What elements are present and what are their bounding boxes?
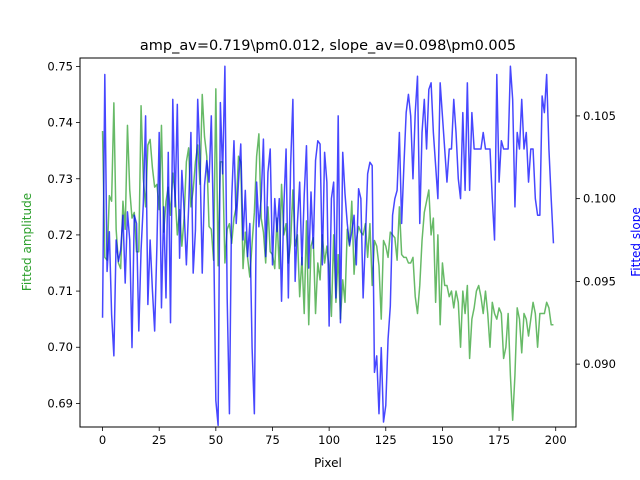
x-tick-label: 125 [375,433,397,447]
x-tick-label: 75 [265,433,280,447]
left-y-tick-label: 0.73 [47,172,73,186]
x-axis-label: Pixel [314,456,342,470]
x-tick-label: 200 [545,433,567,447]
right-y-tick-label: 0.105 [583,109,616,123]
plot-frame [79,57,577,428]
series-layer [101,65,555,427]
left-y-tick-label: 0.75 [47,59,73,73]
x-tick-label: 25 [152,433,167,447]
right-y-tick-label: 0.100 [583,192,616,206]
right-y-tick-label: 0.095 [583,274,616,288]
x-tick-label: 50 [209,433,224,447]
left-y-axis-label: Fitted amplitude [20,193,34,291]
right-y-tick-label: 0.090 [583,357,616,371]
left-y-tick-label: 0.72 [47,228,73,242]
left-y-axis-ticks: 0.69 0.70 0.71 0.72 0.73 0.74 0.75 [47,59,80,410]
right-y-axis-label: Fitted slope [629,207,640,277]
left-y-tick-label: 0.74 [47,116,73,130]
chart-title: amp_av=0.719\pm0.012, slope_av=0.098\pm0… [140,38,516,54]
left-y-tick-label: 0.69 [47,396,73,410]
x-tick-label: 100 [318,433,340,447]
x-tick-label: 0 [99,433,106,447]
left-y-tick-label: 0.71 [47,284,73,298]
x-tick-label: 150 [431,433,453,447]
left-y-tick-label: 0.70 [47,340,73,354]
right-y-axis-ticks: 0.090 0.095 0.100 0.105 [576,109,616,371]
x-tick-label: 175 [488,433,510,447]
x-axis-ticks: 0 25 50 75 100 125 150 175 200 [99,427,567,447]
slope-series-line [101,65,555,427]
